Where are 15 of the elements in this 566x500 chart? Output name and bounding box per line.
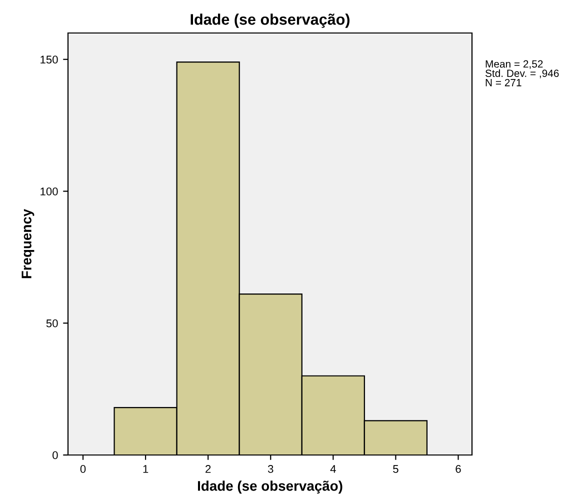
y-tick-label: 0: [52, 451, 58, 460]
y-tick-label: 50: [46, 319, 58, 328]
y-tick-label: 150: [40, 56, 58, 64]
x-tick-label: 6: [456, 465, 461, 473]
text: Mean = 2,52 Std. Dev. = ,946 N = 271: [485, 60, 559, 86]
x-tick-label: 5: [393, 465, 398, 473]
x-tick-label: 2: [206, 465, 211, 473]
chart-title: Idade (se observação): [190, 14, 350, 28]
x-tick-label: 4: [330, 465, 336, 473]
x-tick-label: 3: [268, 465, 274, 473]
x-tick-label: 1: [143, 465, 148, 473]
y-axis-title: Frequency: [22, 208, 34, 278]
y-tick-label: 100: [40, 188, 58, 196]
x-axis-title: Idade (se observação): [198, 480, 342, 494]
x-tick-label: 0: [80, 465, 86, 473]
